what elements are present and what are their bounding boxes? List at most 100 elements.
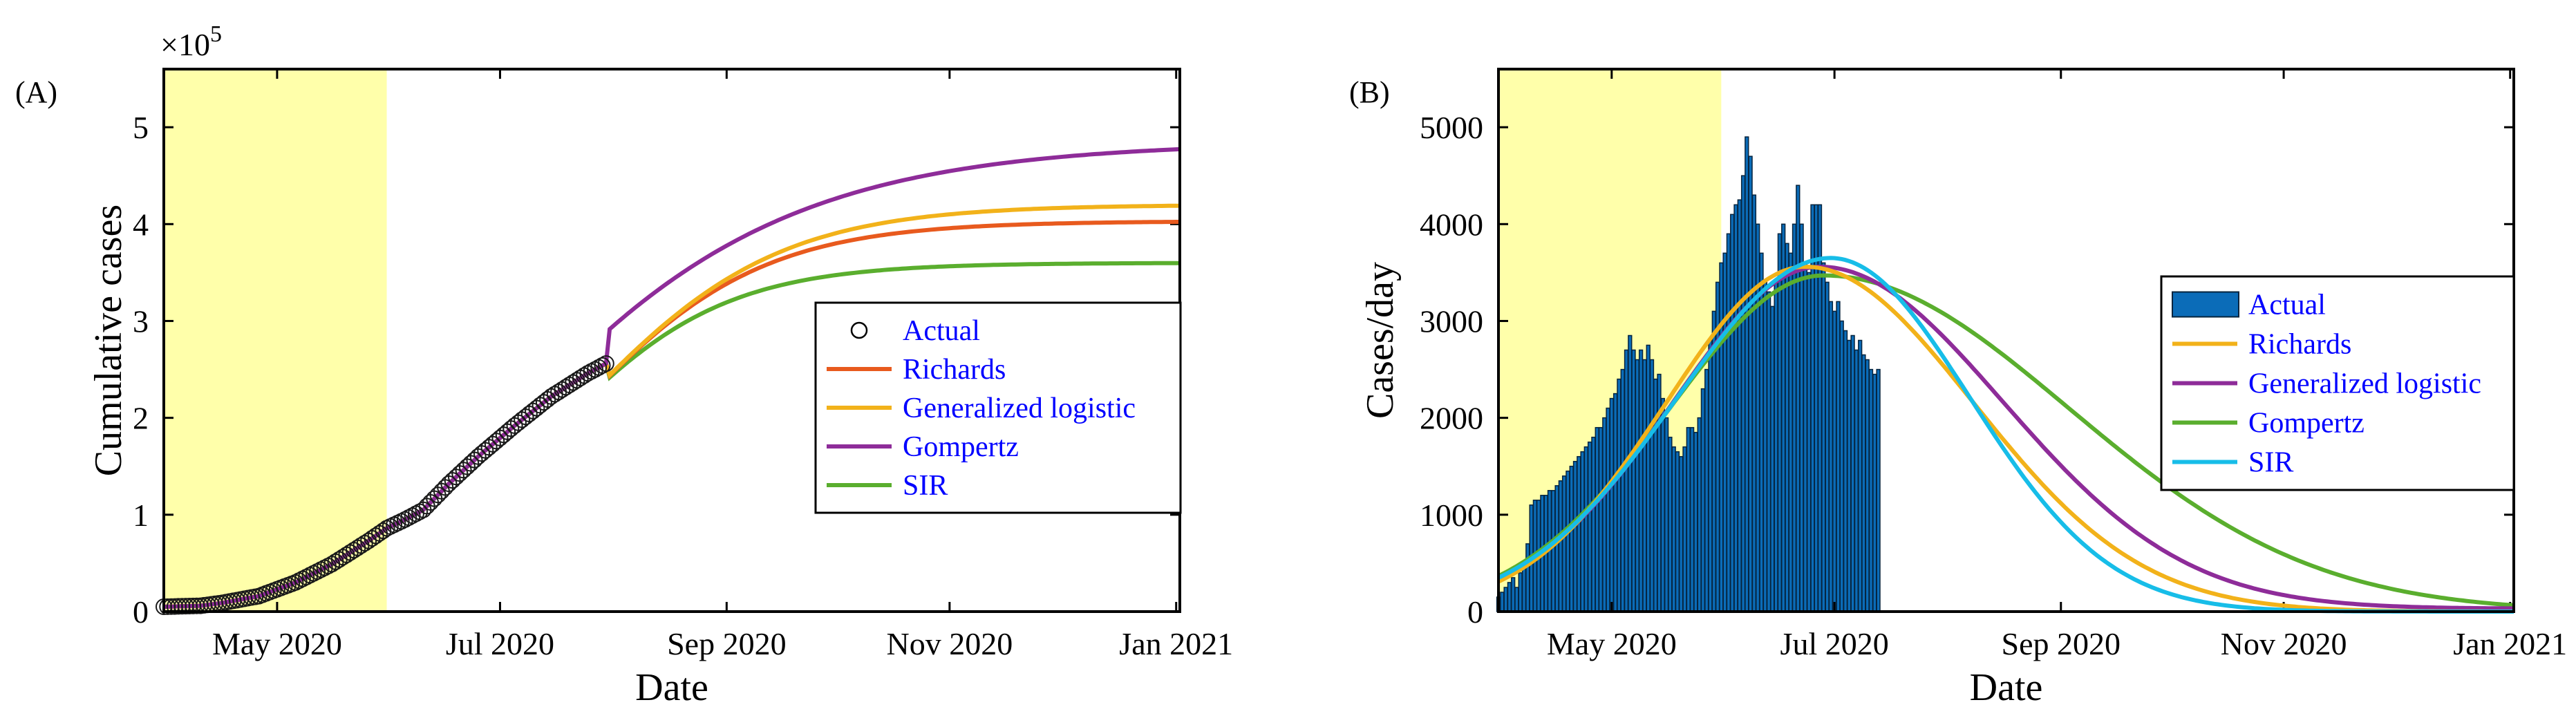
y-tick-label: 5000 (1420, 110, 1483, 145)
daily-bar (1843, 330, 1848, 612)
daily-bar (1850, 334, 1855, 612)
daily-bar (1700, 388, 1706, 612)
daily-bar (1580, 451, 1585, 612)
y-tick-label: 1000 (1420, 498, 1483, 533)
daily-bar (1722, 252, 1727, 612)
panel-b-daily-cases: (B) May 2020 Jul 2020 Sep 2020 Nov 2020 Jan … (1349, 68, 2567, 709)
daily-bar (1733, 204, 1738, 612)
legend-label-sir: SIR (903, 470, 948, 502)
daily-bar (1577, 455, 1581, 612)
daily-bar (1756, 223, 1760, 612)
daily-bar (1649, 359, 1655, 612)
legend-label-gompertz: Gompertz (2248, 408, 2365, 440)
daily-bar (1788, 252, 1793, 612)
daily-bar (1595, 426, 1599, 612)
panel-a-y-axis-label: Cumulative cases (87, 205, 130, 476)
x-tick-label: Jan 2021 (1119, 626, 1233, 661)
actual-point (378, 520, 395, 537)
daily-bar (1861, 354, 1866, 612)
daily-bar (1518, 572, 1523, 612)
daily-bar (1572, 460, 1578, 612)
x-tick-label: Jul 2020 (446, 626, 554, 661)
actual-point (386, 516, 403, 534)
y-tick-label: 3 (133, 303, 149, 339)
daily-bar (1551, 490, 1556, 612)
panel-b-x-axis-label: Date (1970, 666, 2043, 709)
legend-swatch-actual (2172, 291, 2239, 318)
daily-bar (1711, 310, 1716, 612)
x-tick-label: May 2020 (1547, 626, 1677, 661)
daily-bar (1514, 587, 1519, 612)
daily-bar (1583, 446, 1588, 612)
daily-bar (1799, 223, 1804, 612)
actual-point (382, 518, 399, 535)
daily-bar (1558, 480, 1563, 612)
panel-b-legend: Actual Richards Generalized logistic Gomper… (2160, 275, 2515, 491)
daily-bar (1865, 359, 1870, 612)
daily-bar (1697, 417, 1702, 612)
daily-bar (1664, 417, 1669, 612)
daily-bar (1679, 455, 1684, 612)
legend-label-richards: Richards (903, 354, 1006, 386)
daily-bar (1646, 344, 1651, 612)
daily-bar (1785, 243, 1789, 612)
daily-bar (1828, 301, 1834, 612)
daily-bar (1751, 194, 1757, 612)
panel-a-x-axis-label: Date (635, 666, 708, 709)
daily-bar (1668, 436, 1673, 612)
legend-label-generalized-logistic: Generalized logistic (2248, 368, 2481, 400)
actual-point (597, 355, 614, 372)
panel-a-actual-markers (156, 355, 614, 615)
daily-bar (1561, 475, 1567, 612)
daily-bar (1737, 199, 1742, 612)
daily-bar (1781, 223, 1786, 612)
legend-label-richards: Richards (2248, 329, 2351, 361)
daily-bar (1868, 368, 1874, 612)
y-tick-label: 4 (133, 207, 149, 242)
actual-point (594, 357, 611, 374)
daily-bar (1766, 291, 1771, 612)
legend-label-actual: Actual (903, 315, 980, 347)
daily-bar (1591, 436, 1596, 612)
daily-bar (1511, 577, 1516, 612)
y-tick-label: 2 (133, 401, 149, 436)
daily-bar (1693, 431, 1698, 612)
daily-bar (1858, 339, 1863, 612)
actual-point (389, 514, 406, 531)
daily-bar (1872, 373, 1877, 612)
daily-bar (1774, 281, 1778, 612)
daily-bar (1507, 582, 1512, 612)
daily-bar (1587, 441, 1592, 612)
y-tick-label: 2000 (1420, 401, 1483, 436)
daily-bar (1675, 451, 1680, 612)
daily-bar (1726, 233, 1731, 612)
daily-bar (1606, 407, 1610, 612)
panel-a-x-ticks: May 2020 Jul 2020 Sep 2020 Nov 2020 Jan 2021 (212, 69, 1233, 661)
daily-bar (1566, 470, 1570, 612)
panel-b-label: (B) (1349, 75, 1390, 109)
y-tick-label: 3000 (1420, 303, 1483, 339)
legend-label-gompertz: Gompertz (903, 431, 1019, 463)
actual-point (290, 572, 308, 589)
daily-bar (1740, 175, 1746, 612)
daily-bar (1839, 320, 1844, 612)
x-tick-label: Jan 2021 (2453, 626, 2567, 661)
daily-bar (1796, 185, 1801, 612)
daily-bar (1759, 252, 1764, 612)
daily-bar (1624, 349, 1629, 612)
daily-bar (1500, 592, 1505, 612)
panel-b-y-ticks: 0 1000 2000 3000 4000 5000 (1420, 110, 2514, 630)
daily-bar (1635, 359, 1639, 612)
daily-bar (1803, 262, 1808, 612)
daily-bar (1609, 397, 1614, 612)
y-tick-label: 0 (133, 594, 149, 630)
daily-bar (1638, 349, 1644, 612)
daily-bar (1847, 339, 1852, 612)
x-tick-label: Nov 2020 (887, 626, 1013, 661)
y-tick-label: 5 (133, 110, 149, 145)
y-tick-label: 1 (133, 498, 149, 533)
daily-bar (1704, 368, 1709, 612)
daily-bar (1598, 426, 1604, 612)
daily-bar (1708, 339, 1713, 612)
